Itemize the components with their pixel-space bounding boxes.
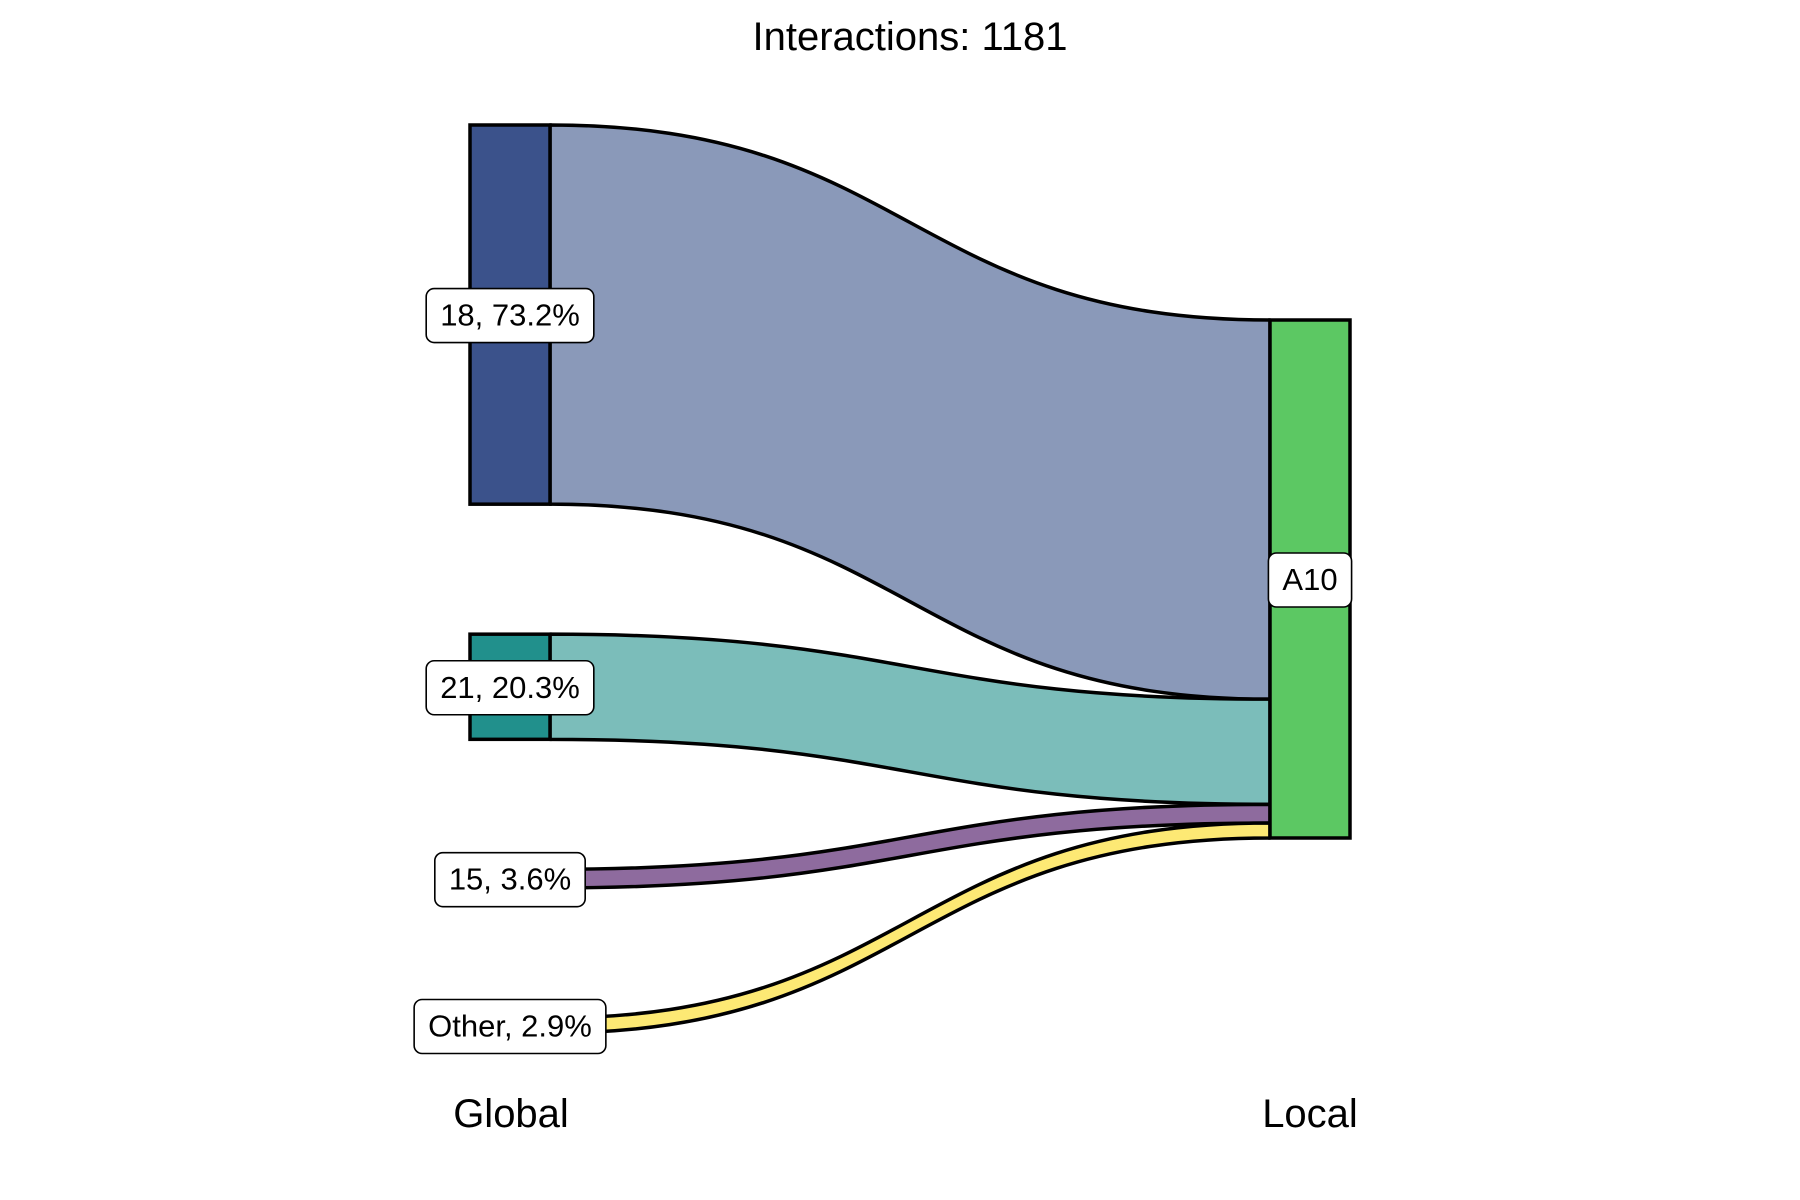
- source-label-15-3-6-text: 15, 3.6%: [449, 862, 571, 897]
- source-label-other-2-9-text: Other, 2.9%: [428, 1008, 592, 1043]
- axis-label-global: Global: [453, 1092, 569, 1136]
- source-label-15-3-6: 15, 3.6%: [434, 851, 586, 908]
- chart-title: Interactions: 1181: [752, 15, 1067, 59]
- source-label-21-20-3: 21, 20.3%: [425, 659, 595, 716]
- source-label-18-73-2-text: 18, 73.2%: [440, 298, 580, 333]
- flow-18-73-2-to-a10: [548, 123, 1272, 701]
- source-label-other-2-9-box: [413, 998, 607, 1055]
- target-label-a10: A10: [1267, 552, 1353, 608]
- source-label-15-3-6-box: [434, 851, 586, 908]
- source-label-21-20-3-box: [425, 659, 595, 716]
- target-label-a10-text: A10: [1282, 562, 1337, 597]
- source-label-18-73-2-box: [425, 287, 595, 344]
- flows-group: [548, 123, 1272, 1035]
- target-label-a10-box: [1267, 552, 1353, 608]
- axis-label-local: Local: [1262, 1092, 1358, 1136]
- labels-group: 18, 73.2% 21, 20.3% 15, 3.6% Other, 2.9% A10: [413, 287, 1353, 1055]
- source-label-21-20-3-text: 21, 20.3%: [440, 670, 580, 705]
- source-label-18-73-2: 18, 73.2%: [425, 287, 595, 344]
- source-label-other-2-9: Other, 2.9%: [413, 998, 607, 1055]
